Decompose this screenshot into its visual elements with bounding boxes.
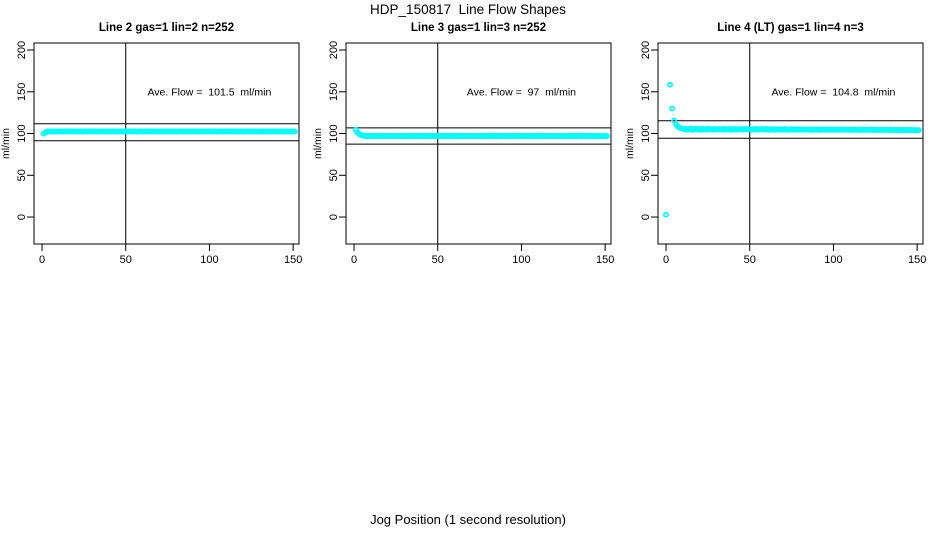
y-tick-label: 50 <box>328 169 340 181</box>
plot-box <box>345 42 612 245</box>
subplot-line4: 0 50 100 150 0 50 100 150 200 Line 4 (LT) gas=1 … <box>624 14 936 270</box>
x-tick-label: 50 <box>744 254 756 266</box>
data-point <box>915 127 922 134</box>
y-tick-label: 150 <box>328 83 340 101</box>
y-axis-label: ml/min <box>624 128 636 159</box>
y-tick-label: 0 <box>640 214 652 220</box>
y-tick-label: 200 <box>328 41 340 59</box>
y-tick-label: 150 <box>16 83 28 101</box>
x-tick-label: 100 <box>512 254 530 266</box>
data-point <box>603 133 610 140</box>
y-tick-label: 200 <box>640 41 652 59</box>
data-point <box>291 128 298 135</box>
plot-area: 0 50 100 150 0 50 100 150 200 <box>16 41 302 266</box>
y-axis-label: ml/min <box>0 128 12 159</box>
chart-svg-line4: 0 50 100 150 0 50 100 150 200 Line 4 (LT) gas=1 … <box>624 22 926 266</box>
y-tick-label: 50 <box>16 169 28 181</box>
chart-svg-line3: 0 50 100 150 0 50 100 150 200 Line 3 gas=1 lin=3… <box>312 22 614 266</box>
plot-area: 0 50 100 150 0 50 100 150 200 <box>640 41 926 266</box>
plot-area: 0 50 100 150 0 50 100 150 200 <box>328 41 614 266</box>
y-tick-label: 0 <box>16 214 28 220</box>
chart-title: Line 2 gas=1 lin=2 n=252 <box>99 22 234 34</box>
x-tick-label: 0 <box>39 254 45 266</box>
y-tick-label: 100 <box>328 124 340 142</box>
y-tick-label: 200 <box>16 41 28 59</box>
x-tick-label: 50 <box>120 254 132 266</box>
x-axis-title: Jog Position (1 second resolution) <box>370 512 566 527</box>
x-tick-label: 150 <box>596 254 614 266</box>
chart-title: Line 4 (LT) gas=1 lin=4 n=3 <box>717 22 863 34</box>
x-tick-label: 0 <box>351 254 357 266</box>
y-tick-label: 50 <box>640 169 652 181</box>
x-tick-label: 100 <box>200 254 218 266</box>
plot-box <box>33 42 300 245</box>
ave-flow-annotation: Ave. Flow = 97 ml/min <box>467 87 576 99</box>
y-tick-label: 100 <box>640 124 652 142</box>
y-tick-label: 150 <box>640 83 652 101</box>
y-axis-label: ml/min <box>312 128 324 159</box>
x-tick-label: 50 <box>432 254 444 266</box>
y-tick-label: 0 <box>328 214 340 220</box>
x-tick-label: 150 <box>908 254 926 266</box>
x-tick-label: 150 <box>284 254 302 266</box>
y-tick-label: 100 <box>16 124 28 142</box>
plot-box <box>657 42 924 245</box>
x-tick-label: 0 <box>663 254 669 266</box>
subplot-line3: 0 50 100 150 0 50 100 150 200 Line 3 gas=1 lin=3… <box>312 14 624 270</box>
chart-svg-line2: 0 50 100 150 0 50 100 150 200 Line 2 gas=1 lin=2… <box>0 22 302 266</box>
ave-flow-annotation: Ave. Flow = 104.8 ml/min <box>771 87 895 99</box>
x-tick-label: 100 <box>824 254 842 266</box>
data-point <box>663 211 669 218</box>
figure-title: HDP_150817 Line Flow Shapes <box>370 2 566 17</box>
subplot-line2: 0 50 100 150 0 50 100 150 200 Line 2 gas=1 lin=2… <box>0 14 312 270</box>
chart-title: Line 3 gas=1 lin=3 n=252 <box>411 22 546 34</box>
data-point <box>667 81 674 88</box>
data-point <box>669 105 676 112</box>
ave-flow-annotation: Ave. Flow = 101.5 ml/min <box>147 87 271 99</box>
